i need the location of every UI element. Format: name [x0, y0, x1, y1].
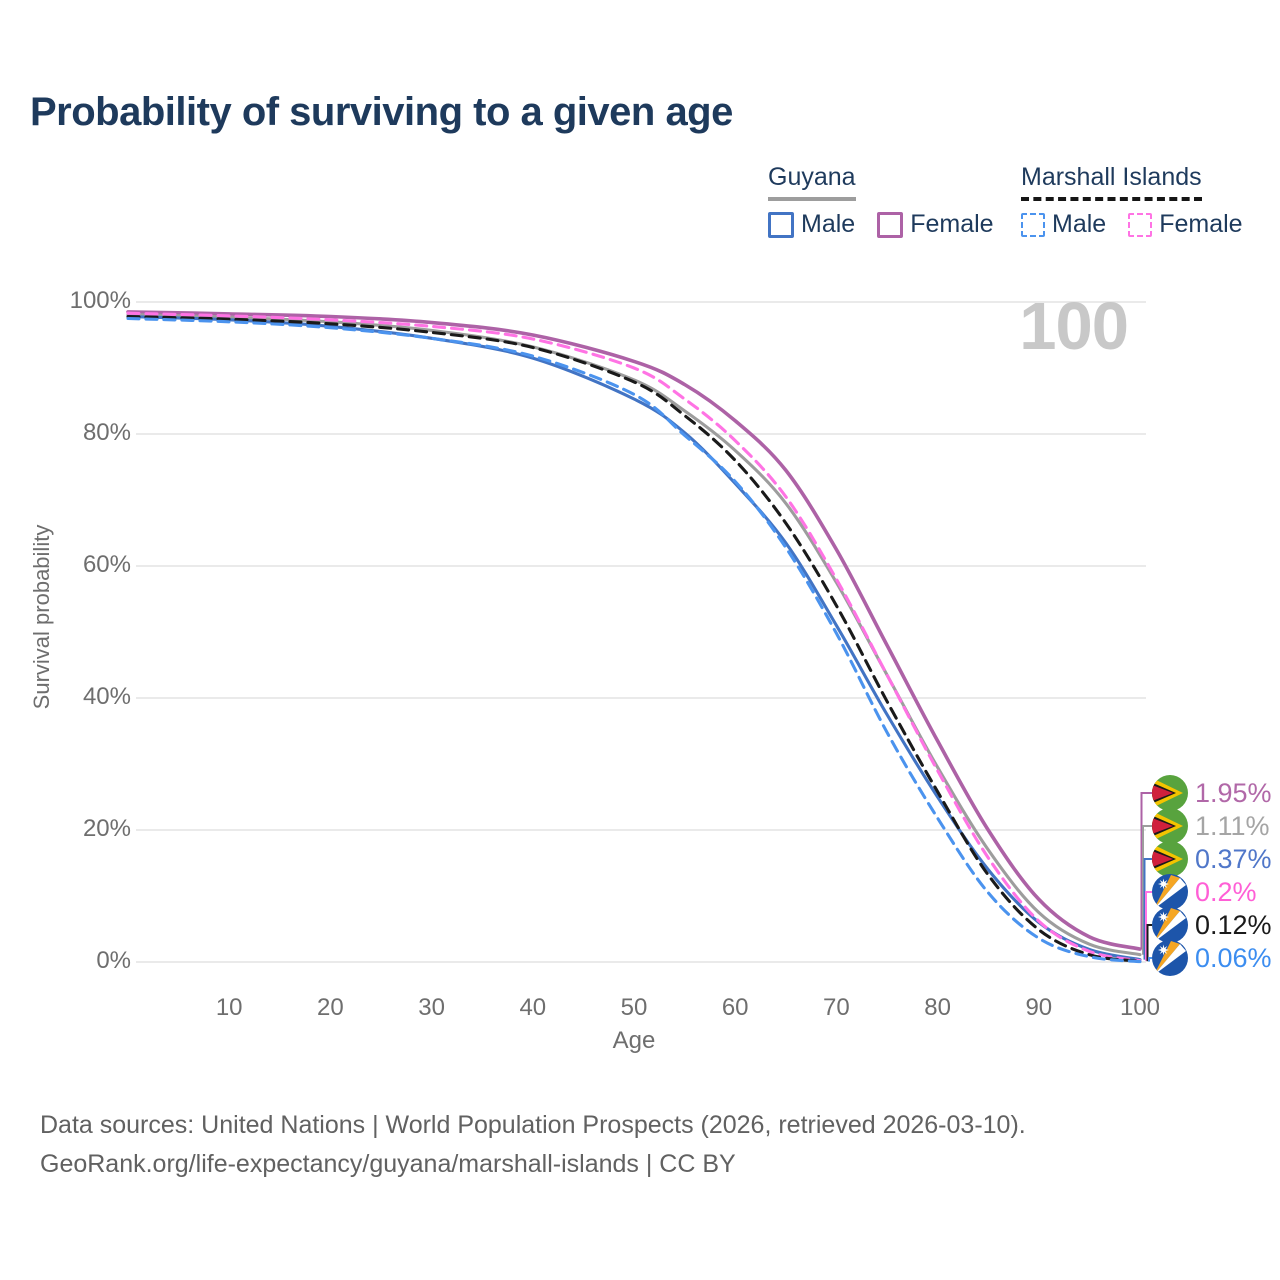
x-tick-label-30: 30: [418, 994, 445, 1021]
series-line-marshall-male: [126, 316, 1142, 964]
series-line-marshall-female: [126, 311, 1142, 963]
endpoint-value-guyana-all: 1.11%: [1195, 810, 1270, 841]
legend-item-guyana-female[interactable]: Female: [877, 210, 994, 239]
x-tick-label-20: 20: [317, 994, 344, 1021]
legend-item-marshall-male[interactable]: Male: [1021, 210, 1106, 239]
marshall-male-swatch-icon: [1021, 212, 1045, 237]
x-tick-label-80: 80: [924, 994, 951, 1021]
endpoint-label-marshall-female: 0.2%: [1152, 874, 1257, 910]
x-tick-label-10: 10: [215, 994, 243, 1021]
endpoint-value-guyana-male: 0.37%: [1195, 843, 1272, 874]
marshall-islands-flag-icon: [1152, 940, 1188, 976]
legend-label-female: Female: [1159, 210, 1243, 238]
x-axis-title: Age: [612, 1027, 656, 1054]
footer: Data sources: United Nations | World Pop…: [40, 1106, 1026, 1184]
leader-line-marshall-female: [1145, 891, 1152, 961]
endpoint-label-marshall-all: 0.12%: [1152, 907, 1272, 943]
leader-line-guyana-female: [1140, 792, 1152, 950]
endpoint-label-guyana-all: 1.11%: [1152, 808, 1270, 844]
x-tick-label-50: 50: [620, 994, 648, 1021]
y-tick-label-80: 80%: [82, 419, 131, 446]
series-line-guyana-female: [126, 310, 1142, 951]
guyana-female-swatch-icon: [877, 211, 904, 238]
footer-attribution[interactable]: GeoRank.org/life-expectancy/guyana/marsh…: [40, 1150, 736, 1178]
legend-header-guyana[interactable]: Guyana: [768, 163, 856, 201]
page-title: Probability of surviving to a given age: [30, 90, 733, 134]
y-tick-label-100: 100%: [69, 287, 131, 314]
x-tick-label-100: 100: [1119, 994, 1161, 1021]
series-line-guyana-all: [126, 312, 1142, 957]
endpoint-value-marshall-male: 0.06%: [1195, 942, 1272, 973]
endpoint-label-guyana-male: 0.37%: [1152, 841, 1272, 877]
endpoint-value-guyana-female: 1.95%: [1195, 777, 1272, 808]
legend-item-guyana-male[interactable]: Male: [768, 210, 855, 239]
legend-label-male: Male: [1052, 210, 1107, 238]
endpoint-label-guyana-female: 1.95%: [1152, 775, 1272, 811]
series-line-guyana-male: [126, 314, 1142, 962]
legend-header-marshall-islands[interactable]: Marshall Islands: [1021, 163, 1202, 201]
endpoint-label-marshall-male: 0.06%: [1152, 940, 1272, 976]
x-tick-label-70: 70: [823, 994, 850, 1021]
leader-line-guyana-male: [1143, 858, 1152, 960]
guyana-flag-icon: [1152, 808, 1188, 844]
leader-line-marshall-all: [1146, 924, 1152, 962]
marshall-islands-flag-icon: [1152, 907, 1188, 943]
legend-label-female: Female: [910, 210, 994, 238]
legend-label-male: Male: [801, 210, 856, 238]
y-tick-label-0: 0%: [96, 947, 131, 974]
guyana-flag-icon: [1152, 775, 1188, 811]
series-line-marshall-all: [126, 314, 1142, 963]
legend-row-marshall-islands: Male Female: [1021, 210, 1243, 239]
endpoint-value-marshall-all: 0.12%: [1195, 909, 1272, 940]
x-tick-label-60: 60: [721, 994, 749, 1021]
y-tick-label-40: 40%: [82, 683, 131, 710]
legend-row-guyana: Male Female: [768, 210, 994, 239]
endpoint-value-marshall-female: 0.2%: [1195, 876, 1257, 907]
footer-data-sources: Data sources: United Nations | World Pop…: [40, 1111, 1026, 1139]
marshall-female-swatch-icon: [1128, 212, 1153, 237]
y-axis-title: Survival probability: [29, 524, 54, 710]
guyana-male-swatch-icon: [768, 211, 794, 238]
legend-group-marshall-islands: Marshall Islands Male Female: [1021, 163, 1243, 239]
watermark-age-100: 100: [1019, 289, 1129, 364]
leader-line-marshall-male: [1148, 957, 1152, 962]
guyana-flag-icon: [1152, 841, 1188, 877]
legend-item-marshall-female[interactable]: Female: [1128, 210, 1243, 239]
marshall-islands-flag-icon: [1152, 874, 1188, 910]
x-tick-label-40: 40: [519, 994, 547, 1021]
y-tick-label-60: 60%: [82, 551, 131, 578]
y-tick-label-20: 20%: [82, 815, 131, 842]
leader-line-guyana-all: [1142, 825, 1152, 955]
x-tick-label-90: 90: [1025, 994, 1053, 1021]
legend-group-guyana: Guyana Male Female: [768, 163, 994, 239]
